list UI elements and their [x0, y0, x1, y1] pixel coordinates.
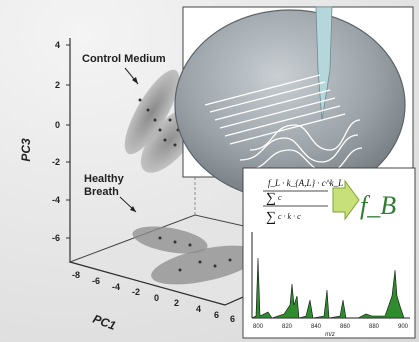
svg-text:800: 800: [253, 324, 264, 330]
y-tick-label: 2: [55, 80, 60, 90]
arrow-icon: [332, 179, 360, 221]
cluster-breath-floor: [132, 226, 208, 254]
group-label-control: Control Medium: [82, 53, 166, 65]
cluster-control-upper: [124, 69, 180, 155]
wave-lines: [204, 74, 363, 173]
group-label-healthy-line1: Healthy: [84, 173, 125, 185]
x-tick-label: 0: [154, 293, 159, 303]
svg-text:∑: ∑: [266, 210, 276, 225]
spectrum-x-label: m/z: [325, 332, 335, 338]
svg-text:c · k · c: c · k · c: [278, 212, 301, 221]
spectrum-x-ticks: 800 820 840 860 880 900: [253, 324, 409, 330]
x-tick-label: 4: [196, 304, 201, 314]
y-axis-label: PC3: [19, 138, 33, 162]
svg-text:900: 900: [398, 324, 409, 330]
x-tick-label: 2: [174, 298, 179, 308]
group-label-healthy-line2: Breath: [84, 186, 119, 198]
svg-text:c: c: [278, 193, 282, 202]
svg-text:860: 860: [340, 324, 351, 330]
svg-text:840: 840: [311, 324, 322, 330]
y-tick-label: -2: [52, 157, 60, 167]
y-ticks: 4 2 0 -2 -4 -6: [52, 40, 70, 243]
x-tick-label: -4: [112, 282, 120, 292]
formula-numerator: f_L · k_{A,L} · c^k_L: [268, 178, 343, 188]
formula-symbol: f_B: [360, 191, 396, 220]
cluster-breath-floor-2: [151, 245, 259, 285]
x-tick-label: -6: [92, 276, 100, 286]
droplet-panel: [174, 6, 414, 201]
svg-text:880: 880: [369, 324, 380, 330]
needle: [315, 6, 333, 121]
y-tick-label: 0: [55, 120, 60, 130]
x-tick-label: -2: [132, 287, 140, 297]
svg-text:∑: ∑: [266, 191, 276, 206]
spectrum-panel: f_L · k_{A,L} · c^k_L ∑ c ∑ c · k · c f_…: [242, 167, 416, 339]
x-ticks: -8 -6 -4 -2 0 2 4 6: [72, 270, 219, 320]
z-tick-label: 6: [230, 314, 235, 324]
data-points: [138, 98, 232, 272]
y-tick-label: -6: [52, 233, 60, 243]
y-tick-label: 4: [55, 40, 60, 50]
spectrum-trace: [251, 257, 405, 319]
x-tick-label: 6: [214, 310, 219, 320]
svg-text:820: 820: [282, 324, 293, 330]
y-tick-label: -4: [52, 195, 60, 205]
x-tick-label: -8: [72, 270, 80, 280]
